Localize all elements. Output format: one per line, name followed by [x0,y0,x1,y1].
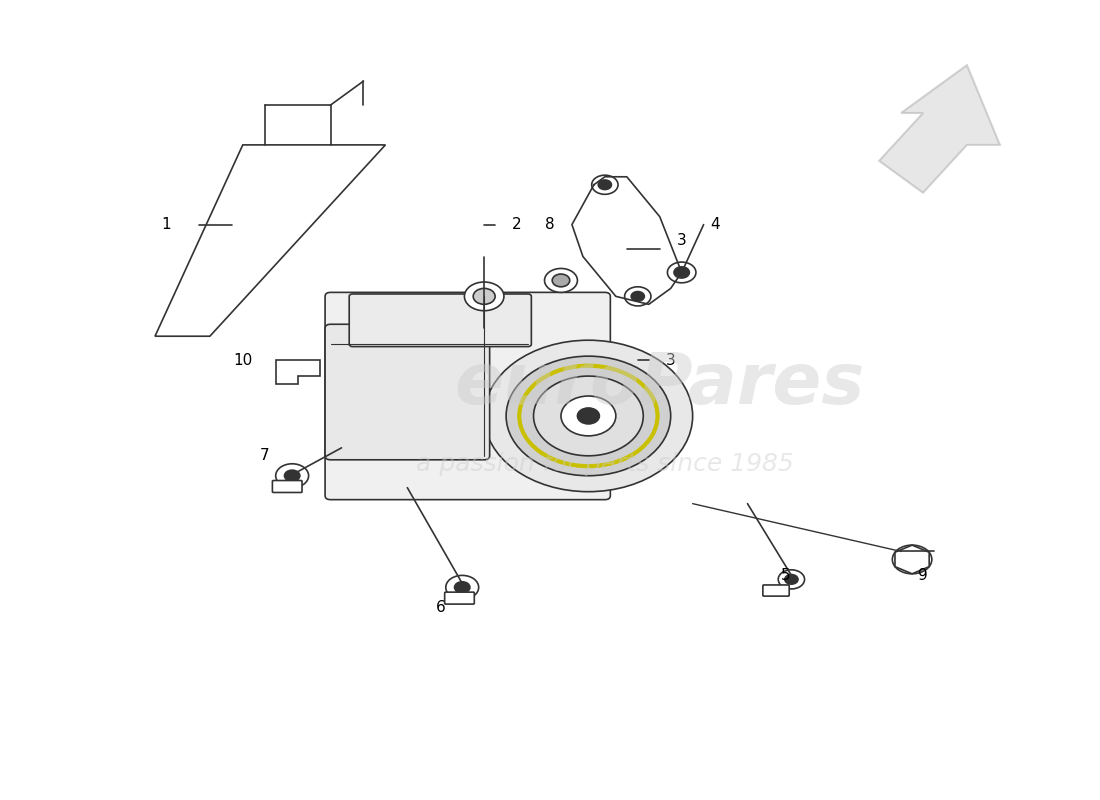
FancyBboxPatch shape [763,585,789,596]
Text: 4: 4 [710,217,719,232]
Text: 2: 2 [513,217,521,232]
Circle shape [561,396,616,436]
Text: a passion for parts since 1985: a passion for parts since 1985 [416,452,794,476]
Text: euroPares: euroPares [454,350,865,418]
Circle shape [464,282,504,310]
Circle shape [473,288,495,304]
Circle shape [471,318,497,338]
FancyBboxPatch shape [349,294,531,346]
Text: 9: 9 [918,568,928,583]
Text: 7: 7 [260,448,270,463]
Circle shape [784,574,798,584]
Circle shape [446,575,478,599]
Circle shape [625,286,651,306]
Circle shape [631,291,645,301]
Circle shape [544,269,578,292]
Circle shape [285,470,300,482]
Polygon shape [155,145,385,336]
Circle shape [674,267,690,278]
FancyBboxPatch shape [326,292,610,500]
Polygon shape [895,545,930,574]
Text: 8: 8 [546,217,554,232]
Circle shape [276,464,309,488]
Text: 10: 10 [233,353,252,368]
Circle shape [668,262,696,283]
Circle shape [454,582,470,593]
Polygon shape [879,65,1000,193]
Circle shape [578,408,600,424]
Circle shape [901,551,923,567]
Circle shape [484,340,693,492]
Circle shape [477,323,491,333]
Circle shape [552,274,570,286]
Text: 3: 3 [666,353,675,368]
FancyBboxPatch shape [326,324,490,460]
Text: 5: 5 [780,568,790,583]
Circle shape [778,570,804,589]
FancyBboxPatch shape [273,481,303,493]
Circle shape [506,356,671,476]
Polygon shape [276,360,320,384]
FancyBboxPatch shape [444,592,474,604]
Text: 1: 1 [162,217,170,232]
Circle shape [592,175,618,194]
Circle shape [598,180,612,190]
Text: 3: 3 [676,233,686,248]
Circle shape [534,376,644,456]
Circle shape [892,545,932,574]
Text: 6: 6 [436,600,446,614]
